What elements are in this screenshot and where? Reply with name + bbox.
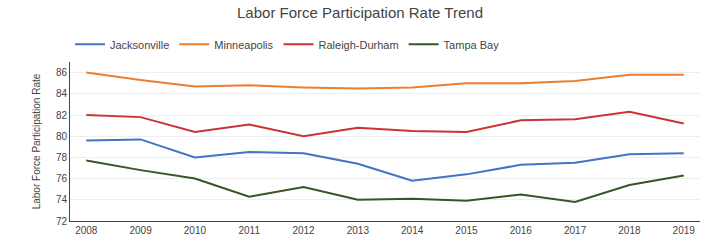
svg-text:76: 76 <box>56 173 68 184</box>
svg-text:Tampa Bay: Tampa Bay <box>444 39 500 51</box>
svg-text:2012: 2012 <box>292 225 315 236</box>
svg-text:82: 82 <box>56 110 68 121</box>
svg-text:Jacksonville: Jacksonville <box>110 39 169 51</box>
svg-text:2013: 2013 <box>347 225 370 236</box>
svg-text:72: 72 <box>56 216 68 227</box>
svg-text:84: 84 <box>56 88 68 99</box>
svg-text:2008: 2008 <box>75 225 98 236</box>
svg-text:2011: 2011 <box>238 225 260 236</box>
svg-text:Minneapolis: Minneapolis <box>214 39 273 51</box>
svg-text:Labor Force Participation Rate: Labor Force Participation Rate Trend <box>237 4 483 21</box>
svg-text:2009: 2009 <box>129 225 152 236</box>
svg-text:80: 80 <box>56 131 68 142</box>
svg-text:2019: 2019 <box>673 225 696 236</box>
svg-text:2016: 2016 <box>510 225 533 236</box>
svg-text:2017: 2017 <box>564 225 587 236</box>
svg-text:2018: 2018 <box>618 225 641 236</box>
svg-text:2015: 2015 <box>455 225 478 236</box>
svg-text:Raleigh-Durham: Raleigh-Durham <box>319 39 399 51</box>
svg-text:78: 78 <box>56 152 68 163</box>
svg-text:74: 74 <box>56 194 68 205</box>
svg-text:86: 86 <box>56 67 68 78</box>
svg-text:2014: 2014 <box>401 225 424 236</box>
svg-text:Labor Force Participation Rate: Labor Force Participation Rate <box>31 73 42 209</box>
svg-text:2010: 2010 <box>184 225 207 236</box>
